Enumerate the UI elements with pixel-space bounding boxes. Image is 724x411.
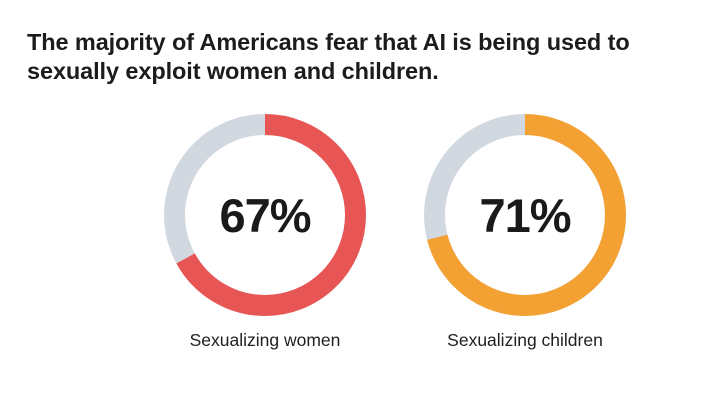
donut-svg-children — [424, 114, 626, 316]
donut-value-children: 71% — [479, 188, 571, 242]
donut-chart-women: 67% — [154, 104, 376, 326]
donut-svg-women — [164, 114, 366, 316]
donut-label-women: Sexualizing women — [189, 330, 341, 350]
donut-label-children: Sexualizing children — [447, 330, 603, 350]
donut-value-arc-women — [164, 114, 366, 316]
donut-value-women: 67% — [219, 188, 311, 242]
donut-value-arc-children — [424, 114, 626, 316]
donut-chart-children: 71% — [414, 104, 636, 326]
chart-title: The majority of Americans fear that AI i… — [27, 29, 630, 84]
